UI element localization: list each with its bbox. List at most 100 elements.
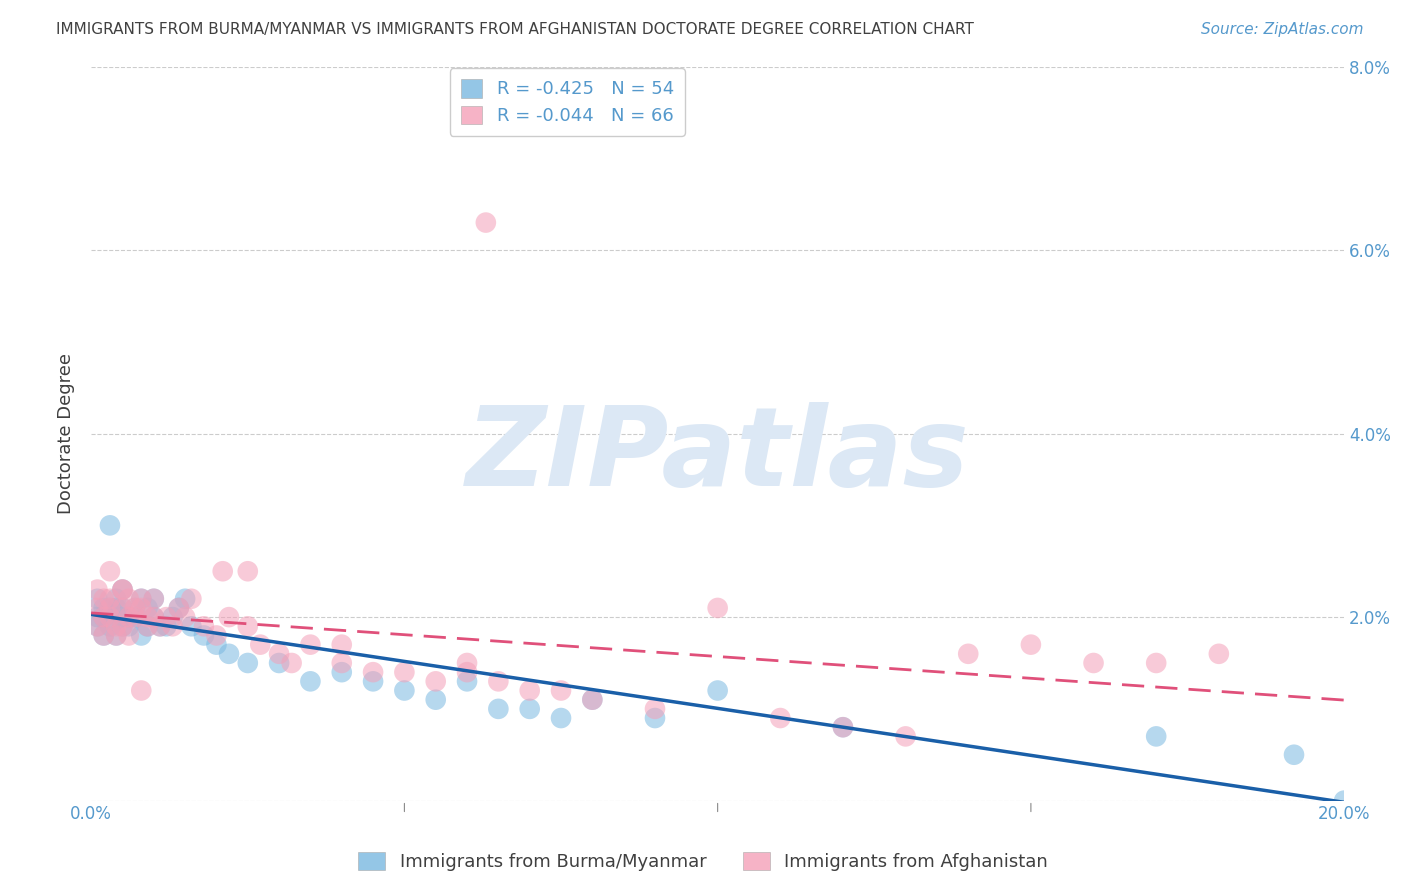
Point bbox=[330, 665, 353, 680]
Point bbox=[167, 601, 190, 615]
Point bbox=[124, 601, 146, 615]
Point bbox=[486, 674, 509, 689]
Text: Source: ZipAtlas.com: Source: ZipAtlas.com bbox=[1201, 22, 1364, 37]
Point bbox=[93, 610, 115, 624]
Point bbox=[330, 638, 353, 652]
Point bbox=[118, 610, 141, 624]
Point bbox=[124, 610, 146, 624]
Point bbox=[167, 601, 190, 615]
Point bbox=[193, 619, 215, 633]
Text: IMMIGRANTS FROM BURMA/MYANMAR VS IMMIGRANTS FROM AFGHANISTAN DOCTORATE DEGREE CO: IMMIGRANTS FROM BURMA/MYANMAR VS IMMIGRA… bbox=[56, 22, 974, 37]
Point bbox=[174, 610, 197, 624]
Point bbox=[193, 628, 215, 642]
Point bbox=[581, 692, 603, 706]
Point bbox=[361, 674, 384, 689]
Text: ZIPatlas: ZIPatlas bbox=[465, 402, 970, 509]
Point bbox=[180, 619, 202, 633]
Point bbox=[93, 628, 115, 642]
Point bbox=[425, 692, 447, 706]
Point bbox=[98, 518, 121, 533]
Point bbox=[124, 601, 146, 615]
Point bbox=[98, 564, 121, 578]
Point bbox=[706, 683, 728, 698]
Point bbox=[205, 628, 228, 642]
Point bbox=[86, 591, 108, 606]
Point bbox=[218, 647, 240, 661]
Point bbox=[111, 582, 134, 597]
Point bbox=[86, 582, 108, 597]
Point bbox=[105, 628, 128, 642]
Point bbox=[86, 610, 108, 624]
Point bbox=[236, 656, 259, 670]
Point bbox=[142, 591, 165, 606]
Point bbox=[218, 610, 240, 624]
Point bbox=[456, 665, 478, 680]
Point bbox=[519, 702, 541, 716]
Point bbox=[1019, 638, 1042, 652]
Point bbox=[269, 656, 291, 670]
Point bbox=[98, 610, 121, 624]
Point bbox=[299, 674, 322, 689]
Point bbox=[111, 610, 134, 624]
Point bbox=[136, 601, 159, 615]
Point bbox=[330, 656, 353, 670]
Point bbox=[769, 711, 792, 725]
Point bbox=[162, 610, 184, 624]
Point bbox=[832, 720, 855, 734]
Point bbox=[550, 711, 572, 725]
Point bbox=[155, 619, 177, 633]
Point bbox=[111, 619, 134, 633]
Point bbox=[118, 619, 141, 633]
Point bbox=[98, 591, 121, 606]
Point bbox=[425, 674, 447, 689]
Point bbox=[142, 610, 165, 624]
Point bbox=[211, 564, 233, 578]
Point bbox=[299, 638, 322, 652]
Point bbox=[894, 730, 917, 744]
Point bbox=[105, 591, 128, 606]
Point bbox=[86, 601, 108, 615]
Point bbox=[142, 610, 165, 624]
Point bbox=[269, 647, 291, 661]
Point bbox=[105, 628, 128, 642]
Point bbox=[124, 610, 146, 624]
Point bbox=[1144, 730, 1167, 744]
Point bbox=[93, 610, 115, 624]
Point bbox=[149, 619, 172, 633]
Y-axis label: Doctorate Degree: Doctorate Degree bbox=[58, 353, 75, 514]
Point bbox=[832, 720, 855, 734]
Point bbox=[162, 619, 184, 633]
Point bbox=[136, 619, 159, 633]
Point bbox=[129, 591, 152, 606]
Point bbox=[550, 683, 572, 698]
Point bbox=[394, 683, 416, 698]
Point bbox=[86, 619, 108, 633]
Point bbox=[93, 601, 115, 615]
Point bbox=[644, 702, 666, 716]
Point bbox=[111, 601, 134, 615]
Point bbox=[236, 619, 259, 633]
Point bbox=[1333, 794, 1355, 808]
Point bbox=[486, 702, 509, 716]
Point bbox=[205, 638, 228, 652]
Point bbox=[249, 638, 271, 652]
Point bbox=[149, 619, 172, 633]
Point bbox=[581, 692, 603, 706]
Point bbox=[129, 591, 152, 606]
Point bbox=[93, 591, 115, 606]
Point bbox=[174, 591, 197, 606]
Point bbox=[129, 601, 152, 615]
Point bbox=[118, 610, 141, 624]
Point bbox=[86, 619, 108, 633]
Point bbox=[98, 610, 121, 624]
Point bbox=[105, 601, 128, 615]
Point bbox=[456, 674, 478, 689]
Point bbox=[142, 591, 165, 606]
Point bbox=[136, 619, 159, 633]
Point bbox=[111, 619, 134, 633]
Point bbox=[118, 591, 141, 606]
Point bbox=[236, 564, 259, 578]
Point bbox=[957, 647, 980, 661]
Point bbox=[180, 591, 202, 606]
Point bbox=[280, 656, 302, 670]
